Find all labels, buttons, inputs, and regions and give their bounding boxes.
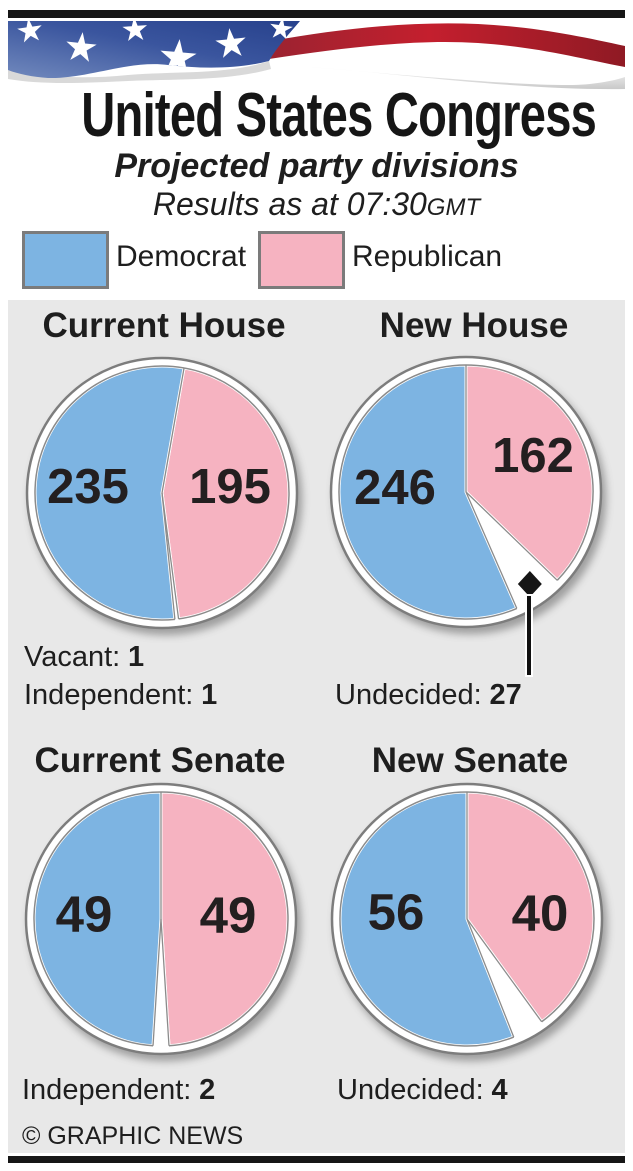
us-flag-banner-icon [8,19,625,90]
top-rule-bar [8,10,625,18]
heading-new-senate: New Senate [371,741,569,780]
legend-label-democrat: Democrat [116,240,247,273]
pie-edge-arc [34,365,185,621]
note-independent-senate: Independent: 2 [22,1074,215,1107]
slice-divider [152,918,162,1046]
charts-panel: Current House New House Current Senate N… [8,300,625,1153]
pie-value-label: 49 [56,886,113,943]
note-value: 1 [201,679,218,711]
note-undecided-house: Undecided: 27 [335,679,522,712]
legend-swatch-republican [258,231,345,289]
pie-value-label: 235 [47,460,129,514]
pie-edge-arc [33,791,162,1047]
pie-value-label: 56 [368,884,425,941]
pie-edge-arc [160,791,289,1047]
page-title: United States Congress [0,80,633,151]
slice-divider [161,492,176,620]
pie-svg-current-house: 235 195 [25,356,299,630]
legend-label-republican: Republican [352,240,503,273]
pie-value-label: 162 [492,429,574,483]
flag-shade-wave [308,67,625,90]
note-value: 27 [489,679,522,711]
note-value: 1 [128,641,145,673]
note-label: Independent: [22,1074,192,1106]
legend-swatch-democrat [22,231,109,289]
note-label: Vacant: [24,641,121,673]
pie-edge-arc [465,364,594,581]
pie-edge-arc [338,364,518,620]
pie-svg-current-senate: 49 49 [24,782,298,1056]
pie-edge-arc [178,367,290,620]
pie-new-house: 246 162 [316,342,616,642]
note-label: Independent: [24,679,194,711]
results-text: Results as at 07:30 [152,186,427,222]
note-value: 4 [491,1074,508,1106]
note-label: Undecided: [335,679,482,711]
heading-new-house: New House [379,306,569,345]
page-title-text: United States Congress [81,81,597,150]
note-label: Undecided: [337,1074,484,1106]
subtitle: Projected party divisions [114,147,519,185]
heading-current-senate: Current Senate [34,741,286,780]
pie-svg-new-house: 246 162 [329,355,603,629]
pie-value-label: 49 [200,887,257,944]
pie-current-house: 235 195 [12,343,312,643]
slice-divider [465,491,518,609]
results-timezone: GMT [426,194,481,221]
pie-value-label: 195 [189,460,271,514]
flag-blue-canton [8,21,300,79]
slice-divider [160,918,170,1046]
pie-edge-arc [466,791,595,1023]
bottom-rule-bar [8,1156,625,1163]
heading-current-house: Current House [42,306,286,345]
flag-red-stripe [269,23,625,67]
pie-current-senate: 49 49 [11,769,311,1069]
results-line: Results as at 07:30GMT [0,186,633,223]
slice-divider [466,918,543,1023]
note-vacant: Vacant: 1 [24,641,144,674]
note-value: 2 [199,1074,216,1106]
copyright: © GRAPHIC NEWS [22,1122,244,1150]
note-independent-house: Independent: 1 [24,679,217,712]
pie-value-label: 40 [512,885,569,942]
undecided-leader-line [527,596,531,675]
slice-divider [466,918,515,1038]
pie-new-senate: 56 40 [317,769,617,1069]
note-undecided-senate: Undecided: 4 [337,1074,508,1107]
pie-value-label: 246 [354,461,436,515]
pie-edge-arc [339,791,515,1047]
flag-lower-shade [8,61,271,83]
slice-divider [161,367,185,494]
slice-divider [465,491,558,581]
pie-svg-new-senate: 56 40 [330,782,604,1056]
